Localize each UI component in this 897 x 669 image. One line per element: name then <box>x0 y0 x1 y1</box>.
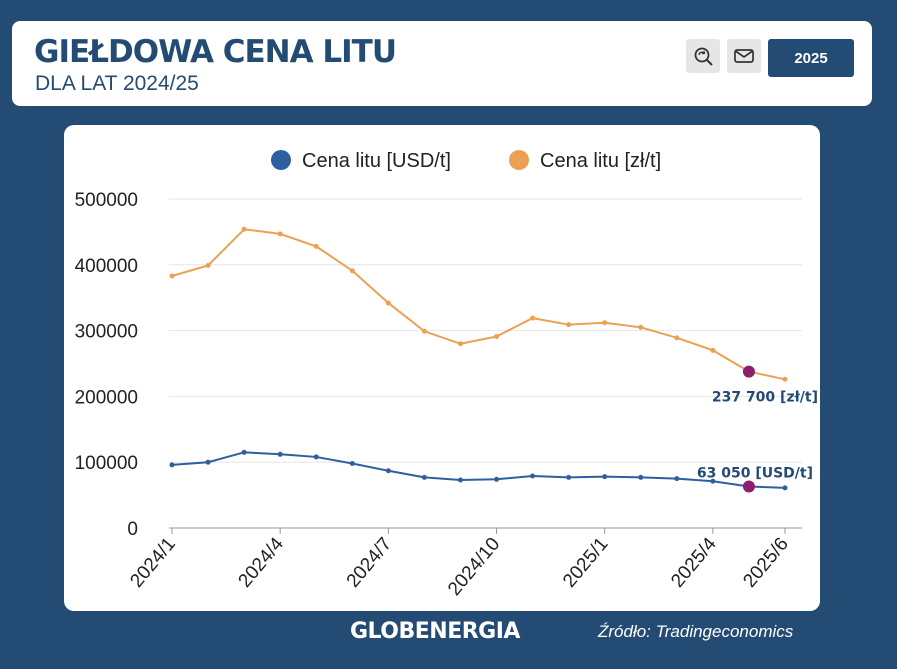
y-tick-label: 500000 <box>75 190 138 211</box>
data-point <box>710 347 716 353</box>
page-title: GIEŁDOWA CENA LITU <box>34 34 397 70</box>
y-tick-label: 100000 <box>75 453 138 474</box>
y-tick-label: 400000 <box>75 256 138 277</box>
data-point <box>638 324 644 330</box>
data-point <box>385 468 391 474</box>
data-point <box>457 341 463 347</box>
data-point <box>710 478 716 484</box>
highlight-point <box>742 480 755 493</box>
data-point <box>313 454 319 460</box>
data-point <box>530 315 536 321</box>
data-point <box>277 231 283 237</box>
data-annotation: 63 050 [USD/t] <box>697 466 813 482</box>
data-point <box>674 476 680 482</box>
series-line <box>171 451 786 489</box>
lithium-price-chart: 0 100000 200000 300000 400000 500000 2024/1 202… <box>75 150 818 600</box>
data-point <box>494 334 500 340</box>
data-point <box>241 449 247 455</box>
data-point <box>169 462 175 468</box>
data-point <box>385 300 391 306</box>
data-point <box>169 273 175 279</box>
header-card: GIEŁDOWA CENA LITU DLA LAT 2024/25 2025 <box>12 21 872 106</box>
highlight-point <box>742 365 755 378</box>
data-point <box>494 476 500 482</box>
mail-icon <box>734 49 754 63</box>
data-point <box>674 335 680 341</box>
data-point <box>349 461 355 467</box>
data-point <box>566 474 572 480</box>
data-point <box>277 451 283 457</box>
mail-button[interactable] <box>727 39 761 73</box>
data-point <box>421 328 427 334</box>
legend-marker <box>509 150 529 170</box>
x-tick-label: 2025/6 <box>739 534 792 592</box>
page-subtitle: DLA LAT 2024/25 <box>35 72 199 95</box>
data-point <box>566 322 572 328</box>
data-point <box>782 376 788 382</box>
search-refresh-icon <box>694 47 713 66</box>
data-point <box>313 243 319 249</box>
data-point <box>782 485 788 491</box>
x-tick-label: 2025/4 <box>667 533 721 591</box>
x-tick-label: 2024/10 <box>444 534 504 600</box>
year-2025-button[interactable]: 2025 <box>768 39 854 77</box>
data-point <box>241 226 247 232</box>
data-point <box>349 268 355 274</box>
chart-card: 0 100000 200000 300000 400000 500000 2024/1 202… <box>64 125 820 611</box>
x-tick-label: 2024/1 <box>126 534 179 592</box>
data-point <box>638 474 644 480</box>
data-point <box>602 474 608 480</box>
x-tick-label: 2024/7 <box>343 534 396 592</box>
brand-logo: GLOBENERGIA <box>350 619 520 644</box>
data-point <box>602 320 608 326</box>
data-point <box>421 474 427 480</box>
y-tick-label: 300000 <box>75 322 138 343</box>
source-note: Źródło: Tradingeconomics <box>598 622 794 641</box>
data-annotation: 237 700 [zł/t] <box>712 390 818 406</box>
x-tick-label: 2024/4 <box>235 533 289 591</box>
data-point <box>205 262 211 268</box>
y-tick-label: 200000 <box>75 387 138 408</box>
data-point <box>530 473 536 479</box>
data-point <box>457 477 463 483</box>
legend-label: Cena litu [zł/t] <box>540 150 661 172</box>
search-refresh-button[interactable] <box>686 39 720 73</box>
legend-label: Cena litu [USD/t] <box>302 150 451 172</box>
x-tick-label: 2025/1 <box>559 534 612 592</box>
data-point <box>205 459 211 465</box>
legend-marker <box>271 150 291 170</box>
y-tick-label: 0 <box>127 519 138 540</box>
series-line <box>171 228 786 381</box>
